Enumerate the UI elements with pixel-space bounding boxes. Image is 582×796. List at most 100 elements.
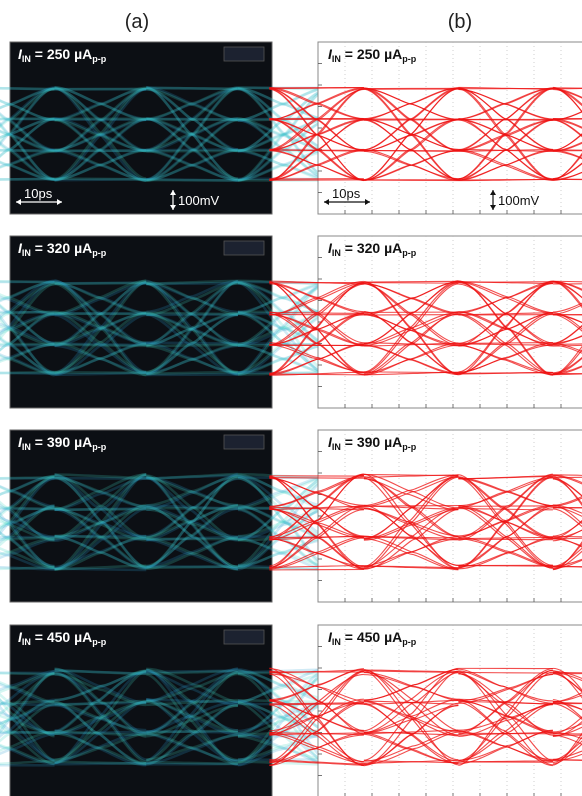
eye-trace — [54, 508, 147, 570]
eye-trace — [54, 118, 147, 152]
eye-trace — [0, 699, 55, 726]
eye-trace — [363, 535, 459, 570]
eye-trace — [458, 474, 553, 566]
eye-trace — [0, 672, 55, 694]
eye-trace — [269, 371, 364, 376]
eye-trace — [54, 700, 147, 764]
eye-trace — [146, 86, 238, 91]
eye-trace — [54, 507, 147, 571]
eye-trace — [0, 343, 55, 347]
eye-trace — [145, 281, 239, 376]
eye-trace — [269, 477, 364, 479]
eye-trace — [237, 732, 330, 766]
eye-trace — [146, 671, 239, 703]
eye-trace — [237, 475, 330, 510]
eye-trace — [0, 759, 55, 766]
eye-trace — [0, 87, 55, 129]
eye-trace — [552, 474, 582, 484]
eye-trace — [363, 505, 459, 510]
eye-trace — [269, 670, 364, 762]
eye-trace — [54, 670, 147, 761]
eye-trace — [458, 505, 553, 567]
eye-trace — [363, 671, 459, 731]
eye-trace — [237, 311, 330, 345]
eye-trace — [0, 280, 55, 303]
eye-trace — [269, 148, 364, 181]
eye-trace — [363, 507, 459, 540]
eye-trace — [0, 121, 55, 181]
eye-trace — [0, 117, 55, 139]
eye-trace — [54, 732, 147, 765]
label-unit-subscript: p-p — [92, 54, 106, 64]
eye-trace — [0, 475, 55, 496]
eye-trace — [363, 313, 459, 375]
eye-trace — [146, 504, 238, 510]
time-scale-label: 10ps — [24, 186, 53, 201]
eye-trace — [237, 477, 330, 567]
eye-trace — [552, 283, 582, 285]
eye-trace — [552, 344, 582, 354]
eye-trace — [237, 86, 330, 182]
eye-trace — [0, 370, 55, 375]
eye-trace — [237, 476, 331, 569]
eye-trace — [146, 536, 238, 569]
panel-background — [9, 41, 273, 215]
eye-trace — [146, 313, 239, 375]
eye-trace — [237, 536, 330, 568]
eye-trace — [237, 474, 330, 509]
eye-trace — [146, 343, 238, 348]
label-value: = 250 µA — [31, 46, 92, 62]
eye-trace — [552, 720, 582, 737]
eye-trace — [146, 700, 238, 734]
current-label: IIN = 450 µAp-p — [328, 629, 417, 647]
eye-trace — [0, 516, 55, 539]
eye-trace — [363, 667, 459, 761]
eye-trace — [552, 87, 582, 89]
eye-trace — [237, 310, 330, 377]
eye-trace — [237, 312, 330, 377]
eye-trace — [146, 313, 239, 374]
eye-trace — [145, 280, 239, 374]
eye-trace — [363, 729, 459, 735]
eye-trace — [146, 505, 239, 571]
eye-trace — [458, 281, 553, 285]
eye-trace — [0, 475, 55, 533]
eye-trace — [552, 496, 582, 506]
panel-background — [9, 235, 273, 409]
eye-trace — [146, 87, 239, 122]
eye-trace — [145, 472, 239, 569]
eye-trace — [146, 282, 239, 314]
eye-trace — [146, 86, 239, 152]
eye-trace — [0, 474, 55, 496]
eye-trace — [146, 503, 239, 568]
eye-trace — [54, 279, 147, 316]
eye-trace — [146, 538, 238, 570]
eye-trace — [269, 311, 364, 314]
eye-trace — [54, 311, 147, 374]
eye-trace — [458, 505, 553, 537]
eye-trace — [269, 668, 364, 705]
eye-trace — [54, 118, 147, 181]
eye-trace — [269, 282, 364, 346]
eye-trace — [146, 149, 239, 181]
label-value: = 320 µA — [31, 240, 92, 256]
eye-trace — [54, 506, 147, 538]
eye-trace — [0, 530, 55, 568]
eye-trace — [54, 281, 147, 347]
eye-trace — [458, 700, 553, 733]
eye-trace — [237, 86, 330, 122]
eye-trace — [458, 670, 553, 702]
eye-trace — [552, 740, 582, 761]
eye-trace — [363, 535, 459, 539]
eye-trace — [363, 118, 459, 182]
current-label: IIN = 250 µAp-p — [18, 46, 107, 64]
eye-trace — [0, 279, 55, 319]
eye-trace — [54, 473, 147, 540]
eye-trace — [552, 365, 582, 374]
eye-panel: IIN = 320 µAp-p — [0, 235, 330, 409]
eye-trace — [146, 117, 239, 152]
eye-trace — [146, 86, 238, 91]
eye-trace — [0, 87, 55, 110]
